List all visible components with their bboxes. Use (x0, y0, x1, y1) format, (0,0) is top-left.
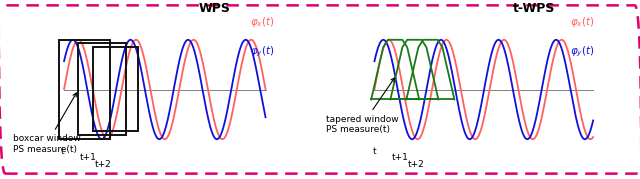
Text: $\varphi_y(t)$: $\varphi_y(t)$ (570, 45, 595, 59)
Text: $\varphi_x(t)$: $\varphi_x(t)$ (250, 15, 275, 29)
Text: t: t (61, 147, 65, 156)
Text: t: t (372, 147, 376, 156)
Text: t+1: t+1 (80, 153, 97, 162)
Bar (93, 47, 138, 131)
Text: t+1: t+1 (392, 153, 409, 162)
Text: tapered window
PS measure(t): tapered window PS measure(t) (326, 78, 399, 134)
Text: WPS: WPS (198, 3, 230, 16)
Bar (79, 43, 127, 135)
Bar (60, 40, 111, 139)
Text: t-WPS: t-WPS (513, 3, 556, 16)
Text: boxcar window
PS measure(t): boxcar window PS measure(t) (13, 93, 81, 154)
Text: t+2: t+2 (408, 160, 425, 169)
Text: $\varphi_y(t)$: $\varphi_y(t)$ (250, 45, 275, 59)
Text: t+2: t+2 (95, 160, 111, 169)
Text: $\varphi_x(t)$: $\varphi_x(t)$ (570, 15, 595, 29)
